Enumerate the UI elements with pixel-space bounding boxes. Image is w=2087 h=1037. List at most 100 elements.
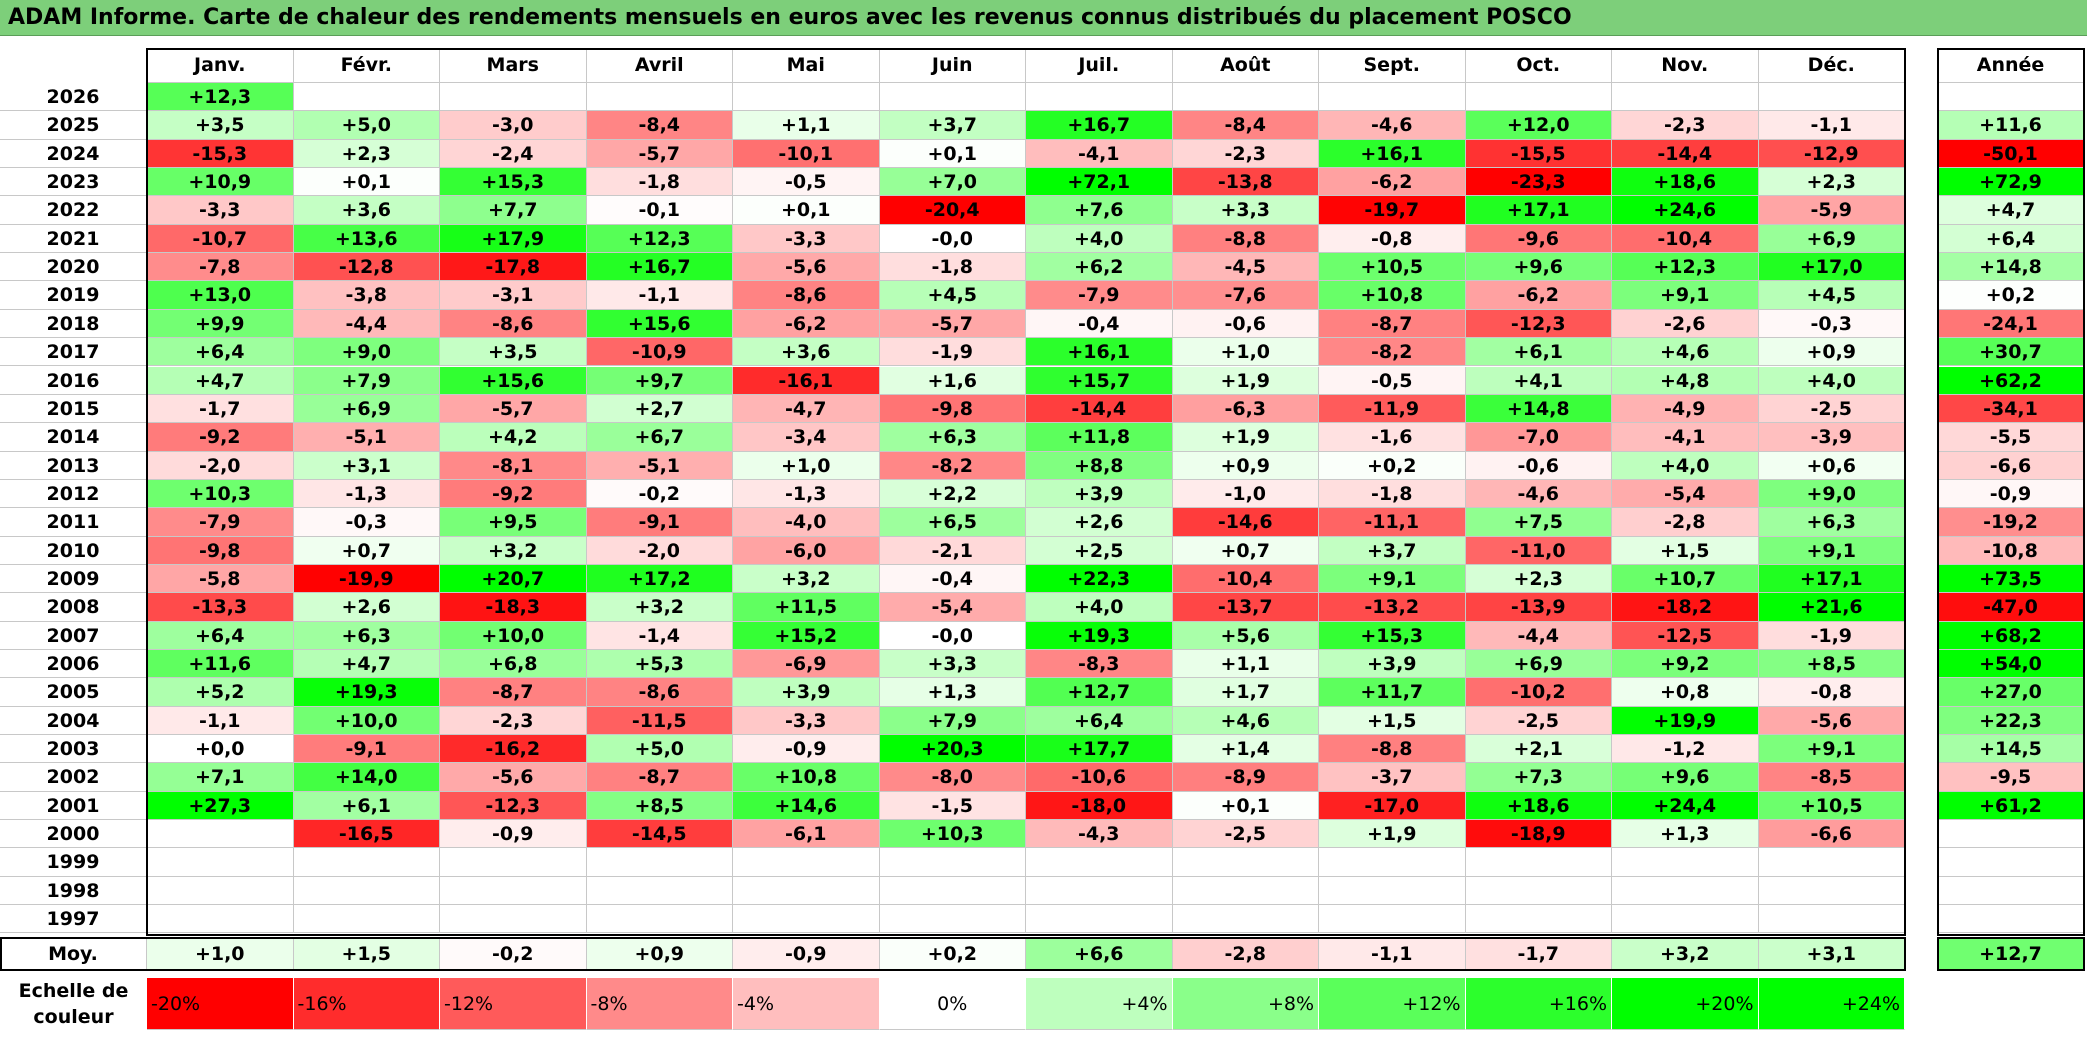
average-label: Moy. xyxy=(0,937,147,970)
heatmap-cell: +21,6 xyxy=(1758,593,1905,622)
heatmap-cell: +6,3 xyxy=(879,423,1026,452)
heatmap-cell: -3,9 xyxy=(1758,423,1905,452)
heatmap-cell: -0,0 xyxy=(879,224,1026,254)
heatmap-cell: +15,6 xyxy=(586,309,733,339)
heatmap-cell: +7,1 xyxy=(147,763,294,792)
row-year-label: 2001 xyxy=(0,791,147,821)
row-year-label: 2012 xyxy=(0,479,147,509)
heatmap-cell: +8,5 xyxy=(1758,650,1905,679)
row-year-label: 1999 xyxy=(0,848,147,877)
heatmap-cell: -1,8 xyxy=(1319,479,1466,509)
heatmap-cell: -3,3 xyxy=(733,224,880,254)
annual-cell: -34,1 xyxy=(1937,394,2085,424)
average-cell: -0,9 xyxy=(733,937,880,970)
row-year-label: 2020 xyxy=(0,253,147,282)
heatmap-cell xyxy=(440,905,587,934)
heatmap-cell: +5,0 xyxy=(586,735,733,764)
heatmap-cell xyxy=(1465,905,1612,934)
heatmap-cell: -2,0 xyxy=(586,536,733,565)
heatmap-cell xyxy=(1026,905,1173,934)
heatmap-cell: -13,8 xyxy=(1172,168,1319,197)
heatmap-cell: +0,6 xyxy=(1758,451,1905,480)
heatmap-cell: +9,6 xyxy=(1612,763,1759,792)
heatmap-cell: +6,3 xyxy=(1758,508,1905,537)
heatmap-cell: -4,9 xyxy=(1612,394,1759,424)
heatmap-cell: -0,5 xyxy=(1319,366,1466,395)
heatmap-cell: +6,9 xyxy=(293,394,440,424)
heatmap-cell: -2,3 xyxy=(1612,111,1759,140)
annual-cell: +6,4 xyxy=(1937,224,2085,254)
heatmap-cell: -19,7 xyxy=(1319,196,1466,225)
annual-cell: +62,2 xyxy=(1937,366,2085,395)
heatmap-cell: -4,1 xyxy=(1612,423,1759,452)
color-scale-swatch: -4% xyxy=(733,977,880,1030)
annual-cell: -19,2 xyxy=(1937,508,2085,537)
heatmap-cell: +14,0 xyxy=(293,763,440,792)
annual-cell: +30,7 xyxy=(1937,338,2085,367)
annual-cell: -5,5 xyxy=(1937,423,2085,452)
heatmap-cell: +17,9 xyxy=(440,224,587,254)
heatmap-cell: -13,2 xyxy=(1319,593,1466,622)
heatmap-cell: -6,1 xyxy=(733,820,880,849)
heatmap-cell: +18,6 xyxy=(1612,168,1759,197)
heatmap-cell: -8,6 xyxy=(733,281,880,310)
heatmap-cell xyxy=(733,876,880,906)
heatmap-cell: -7,8 xyxy=(147,253,294,282)
heatmap-cell: +10,8 xyxy=(1319,281,1466,310)
heatmap-cell: -5,1 xyxy=(293,423,440,452)
heatmap-cell: +16,1 xyxy=(1319,139,1466,169)
heatmap-cell: +4,5 xyxy=(1758,281,1905,310)
heatmap-cell: +14,6 xyxy=(733,791,880,821)
heatmap-cell: -10,9 xyxy=(586,338,733,367)
heatmap-cell xyxy=(586,83,733,112)
heatmap-cell: -2,3 xyxy=(440,706,587,736)
heatmap-cell: -0,9 xyxy=(733,735,880,764)
heatmap-cell xyxy=(733,83,880,112)
heatmap-cell: -6,2 xyxy=(1319,168,1466,197)
annual-cell: -0,9 xyxy=(1937,479,2085,509)
heatmap-cell xyxy=(1026,83,1173,112)
heatmap-cell: -3,4 xyxy=(733,423,880,452)
row-year-label: 2026 xyxy=(0,83,147,112)
heatmap-cell xyxy=(293,876,440,906)
heatmap-cell xyxy=(440,83,587,112)
column-header-7: Juil. xyxy=(1026,48,1173,83)
heatmap-cell xyxy=(733,848,880,877)
heatmap-cell: -2,0 xyxy=(147,451,294,480)
heatmap-cell: +24,6 xyxy=(1612,196,1759,225)
heatmap-cell: -1,2 xyxy=(1612,735,1759,764)
heatmap-cell: -13,7 xyxy=(1172,593,1319,622)
heatmap-cell: -8,7 xyxy=(586,763,733,792)
heatmap-cell: -13,9 xyxy=(1465,593,1612,622)
row-year-label: 2025 xyxy=(0,111,147,140)
heatmap-cell: +15,2 xyxy=(733,621,880,650)
heatmap-cell: -15,3 xyxy=(147,139,294,169)
average-cell: -2,8 xyxy=(1172,937,1319,970)
annual-cell: +72,9 xyxy=(1937,168,2085,197)
heatmap-cell: +3,6 xyxy=(733,338,880,367)
heatmap-cell: -18,9 xyxy=(1465,820,1612,849)
row-year-label: 2015 xyxy=(0,394,147,424)
heatmap-cell: +15,3 xyxy=(1319,621,1466,650)
heatmap-cell: +14,8 xyxy=(1465,394,1612,424)
annual-cell xyxy=(1937,820,2085,849)
heatmap-cell: +9,1 xyxy=(1758,536,1905,565)
heatmap-cell: +3,7 xyxy=(879,111,1026,140)
heatmap-cell: -2,3 xyxy=(1172,139,1319,169)
color-scale-swatch: +4% xyxy=(1026,977,1173,1030)
heatmap-cell: +13,0 xyxy=(147,281,294,310)
heatmap-cell: +9,2 xyxy=(1612,650,1759,679)
heatmap-cell: -8,6 xyxy=(440,309,587,339)
annual-cell: -50,1 xyxy=(1937,139,2085,169)
heatmap-cell: -7,9 xyxy=(1026,281,1173,310)
heatmap-cell: -0,3 xyxy=(1758,309,1905,339)
heatmap-cell xyxy=(733,905,880,934)
heatmap-cell: +4,6 xyxy=(1612,338,1759,367)
heatmap-cell: -12,3 xyxy=(440,791,587,821)
heatmap-cell: -4,5 xyxy=(1172,253,1319,282)
heatmap-cell: +5,3 xyxy=(586,650,733,679)
heatmap-cell: +9,0 xyxy=(1758,479,1905,509)
annual-cell: +11,6 xyxy=(1937,111,2085,140)
heatmap-cell: -5,4 xyxy=(879,593,1026,622)
heatmap-cell: +7,9 xyxy=(293,366,440,395)
